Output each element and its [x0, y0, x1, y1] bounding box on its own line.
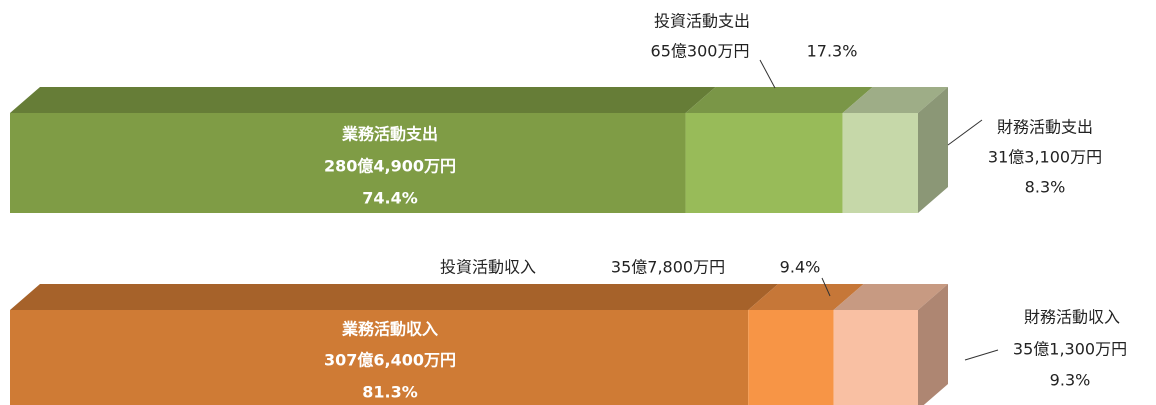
segment-name: 財務活動支出 [997, 118, 1093, 137]
data-label: 9.4% [780, 258, 821, 277]
bar-segment [10, 310, 749, 405]
bar-segment [833, 310, 918, 405]
data-label: 74.4% [362, 189, 418, 208]
bar-top [842, 87, 948, 113]
bar-segment [685, 113, 843, 213]
data-label: 9.3% [1050, 371, 1091, 390]
bar-top [685, 87, 873, 113]
bar-side [918, 87, 948, 213]
bar-segment [842, 113, 918, 213]
segment-name: 投資活動支出 [654, 12, 750, 31]
bar-top [748, 284, 864, 310]
amount-label: 65億300万円 [651, 42, 750, 61]
amount-label: 35億7,800万円 [611, 258, 725, 277]
segment-name: 業務活動収入 [341, 320, 438, 339]
leader-line [964, 349, 999, 361]
amount-label: 31億3,100万円 [988, 148, 1102, 167]
leader-line [759, 59, 776, 89]
data-label: 81.3% [362, 383, 418, 402]
bar-top [10, 87, 716, 113]
segment-name: 業務活動支出 [341, 125, 438, 144]
leader-line [821, 277, 831, 297]
amount-label: 280億4,900万円 [324, 157, 456, 176]
amount-label: 35億1,300万円 [1013, 340, 1127, 359]
segment-name: 財務活動収入 [1024, 308, 1120, 327]
bar-top [10, 284, 779, 310]
data-label: 8.3% [1025, 178, 1066, 197]
data-label: 17.3% [807, 42, 858, 61]
amount-label: 307億6,400万円 [324, 351, 456, 370]
bar-segment [10, 113, 686, 213]
leader-line [947, 119, 983, 146]
bar-side [918, 284, 948, 405]
bar-top [833, 284, 948, 310]
segment-name: 投資活動収入 [440, 258, 536, 277]
bar-segment [748, 310, 834, 405]
